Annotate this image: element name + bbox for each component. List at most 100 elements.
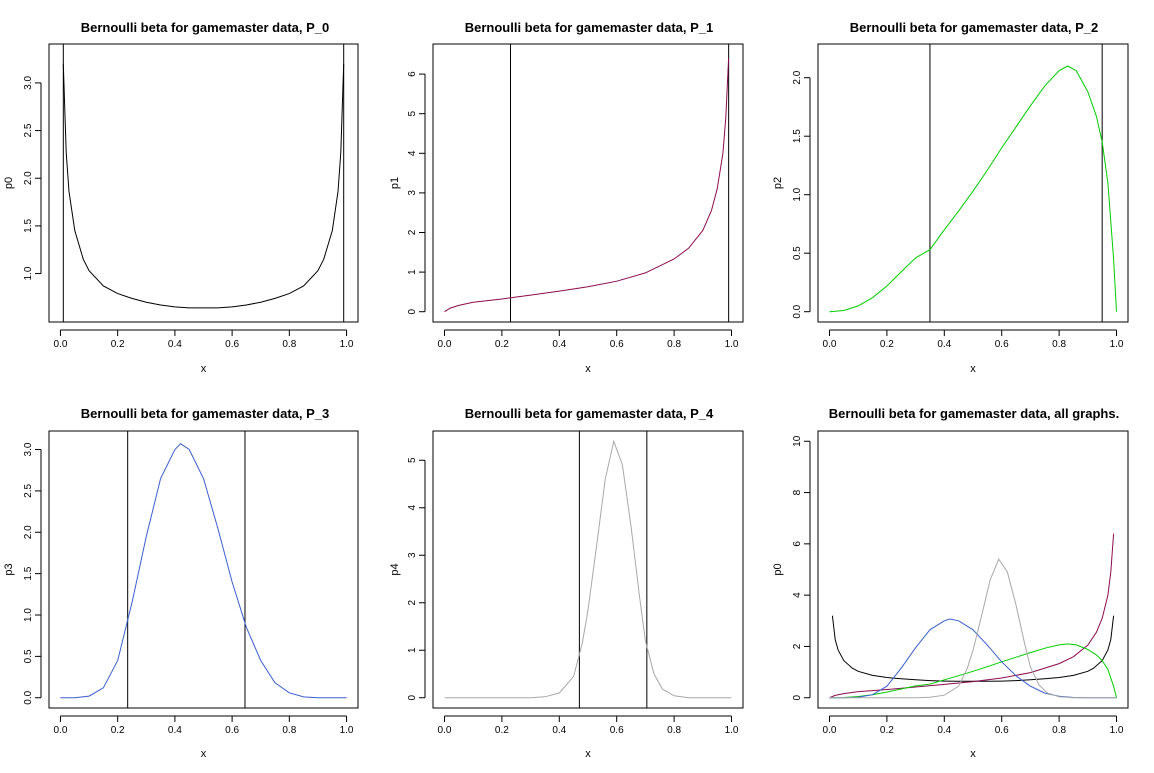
x-tick-label: 0.2 — [495, 725, 509, 736]
x-axis-label: x — [970, 748, 976, 760]
y-tick-label: 1 — [407, 269, 418, 275]
panel-0: Bernoulli beta for gamemaster data, P_0x… — [3, 20, 359, 375]
y-tick-label: 0.0 — [792, 304, 803, 318]
panel-1: Bernoulli beta for gamemaster data, P_1x… — [389, 20, 744, 375]
series-line-1 — [829, 533, 1115, 699]
panel-4: Bernoulli beta for gamemaster data, P_4x… — [389, 406, 744, 760]
y-tick-label: 3 — [407, 552, 418, 558]
x-tick-label: 0.0 — [823, 339, 837, 350]
x-tick-label: 0.2 — [880, 725, 894, 736]
x-tick-label: 1.0 — [340, 339, 354, 350]
y-tick-label: 0 — [792, 695, 803, 701]
chart-title: Bernoulli beta for gamemaster data, P_4 — [465, 406, 714, 421]
chart-title: Bernoulli beta for gamemaster data, P_0 — [81, 20, 330, 35]
y-tick-label: 1.5 — [23, 566, 34, 580]
y-axis-label: p4 — [389, 563, 401, 575]
y-axis-label: p1 — [389, 177, 401, 189]
y-tick-label: 2.0 — [792, 70, 803, 84]
x-tick-label: 0.0 — [438, 725, 452, 736]
y-tick-label: 6 — [407, 71, 418, 77]
plot-frame — [48, 43, 359, 323]
plot-frame — [817, 43, 1129, 323]
x-tick-label: 1.0 — [1110, 339, 1124, 350]
chart-title: Bernoulli beta for gamemaster data, P_2 — [850, 20, 1099, 35]
series-line-0 — [444, 439, 732, 699]
y-tick-label: 0 — [407, 308, 418, 314]
panel-2: Bernoulli beta for gamemaster data, P_2x… — [772, 20, 1129, 375]
series-line-0 — [62, 63, 345, 309]
x-tick-label: 0.2 — [495, 339, 509, 350]
x-tick-label: 0.6 — [610, 339, 624, 350]
y-axis-label: p2 — [772, 177, 784, 189]
y-tick-label: 1.0 — [23, 608, 34, 622]
y-tick-label: 4 — [407, 505, 418, 511]
y-tick-label: 0.5 — [23, 649, 34, 663]
x-tick-label: 0.8 — [667, 725, 681, 736]
y-tick-label: 2.5 — [23, 484, 34, 498]
x-tick-label: 0.6 — [225, 725, 239, 736]
y-tick-label: 2.0 — [23, 525, 34, 539]
x-tick-label: 0.2 — [111, 725, 125, 736]
series-line-0 — [60, 443, 347, 699]
y-axis-label: p3 — [3, 563, 15, 575]
x-tick-label: 0.6 — [995, 339, 1009, 350]
x-tick-label: 0.2 — [111, 339, 125, 350]
y-tick-label: 1.0 — [792, 187, 803, 201]
y-tick-label: 4 — [792, 592, 803, 598]
plot-frame — [48, 430, 359, 709]
chart-title: Bernoulli beta for gamemaster data, P_3 — [81, 406, 330, 421]
y-tick-label: 0.5 — [792, 246, 803, 260]
y-tick-label: 1.0 — [23, 266, 34, 280]
chart-title: Bernoulli beta for gamemaster data, all … — [829, 406, 1119, 421]
plot-frame — [432, 43, 744, 323]
x-tick-label: 1.0 — [725, 339, 739, 350]
y-tick-label: 1.5 — [792, 129, 803, 143]
y-tick-label: 2 — [792, 643, 803, 649]
y-tick-label: 6 — [792, 541, 803, 547]
x-tick-label: 0.6 — [225, 339, 239, 350]
y-tick-label: 1.5 — [23, 219, 34, 233]
plot-frame — [817, 430, 1129, 709]
x-tick-label: 0.8 — [1052, 725, 1066, 736]
plot-frame — [432, 430, 744, 709]
x-tick-label: 0.6 — [995, 725, 1009, 736]
y-tick-label: 3.0 — [23, 442, 34, 456]
y-tick-label: 10 — [792, 435, 803, 447]
x-axis-label: x — [585, 748, 591, 760]
y-tick-label: 5 — [407, 457, 418, 463]
x-tick-label: 0.8 — [282, 725, 296, 736]
y-axis-label: p0 — [3, 177, 15, 189]
x-tick-label: 0.4 — [552, 339, 566, 350]
y-tick-label: 4 — [407, 150, 418, 156]
x-tick-label: 0.8 — [282, 339, 296, 350]
y-tick-label: 2.5 — [23, 123, 34, 137]
x-axis-label: x — [585, 363, 591, 375]
x-tick-label: 0.8 — [1052, 339, 1066, 350]
series-line-0 — [444, 58, 730, 313]
x-tick-label: 0.4 — [168, 339, 182, 350]
series-line-4 — [829, 558, 1117, 699]
x-tick-label: 0.8 — [667, 339, 681, 350]
series-line-0 — [829, 65, 1117, 313]
x-tick-label: 0.6 — [610, 725, 624, 736]
panel-3: Bernoulli beta for gamemaster data, P_3x… — [3, 406, 359, 760]
series-line-2 — [829, 643, 1117, 699]
series-line-3 — [829, 618, 1117, 699]
panel-5: Bernoulli beta for gamemaster data, all … — [772, 406, 1129, 760]
y-tick-label: 0.0 — [23, 690, 34, 704]
y-tick-label: 2 — [407, 229, 418, 235]
y-tick-label: 1 — [407, 647, 418, 653]
y-tick-label: 5 — [407, 110, 418, 116]
chart-title: Bernoulli beta for gamemaster data, P_1 — [465, 20, 714, 35]
y-tick-label: 0 — [407, 695, 418, 701]
x-tick-label: 0.4 — [552, 725, 566, 736]
x-tick-label: 1.0 — [1110, 725, 1124, 736]
x-tick-label: 0.4 — [937, 339, 951, 350]
x-tick-label: 0.2 — [880, 339, 894, 350]
x-axis-label: x — [201, 748, 207, 760]
y-tick-label: 2 — [407, 600, 418, 606]
x-axis-label: x — [970, 363, 976, 375]
x-tick-label: 1.0 — [340, 725, 354, 736]
x-tick-label: 0.4 — [937, 725, 951, 736]
